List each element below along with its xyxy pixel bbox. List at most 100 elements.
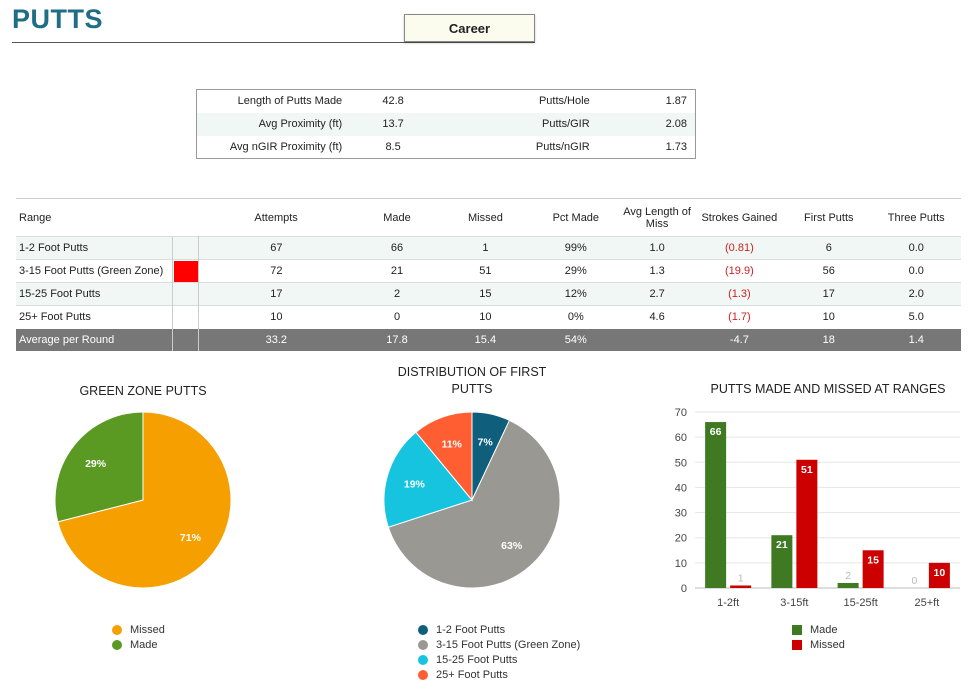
- table-row: 1-2 Foot Putts 67 66 1 99% 1.0 (0.81) 6 0.0: [16, 236, 961, 260]
- range-label: 15-25 Foot Putts: [16, 282, 173, 306]
- table-row: 3-15 Foot Putts (Green Zone) 72 21 51 29% 1.3…: [16, 259, 961, 283]
- cell-three: 0.0: [871, 259, 961, 283]
- summary-value: 13.7: [348, 112, 438, 136]
- cell-sg: -4.7: [692, 328, 787, 351]
- column-header: Pct Made: [530, 198, 622, 237]
- range-color-swatch: [173, 260, 198, 282]
- y-tick-label: 10: [675, 558, 687, 570]
- summary-label: Avg Proximity (ft): [196, 112, 349, 136]
- bar-made-315ft: [771, 535, 793, 588]
- bar-missed-12ft: [730, 585, 752, 588]
- pie-slice-15-25-foot-putts: [383, 431, 473, 528]
- putt-range-table: Range Attempts Made Missed Pct Made Avg Lengt…: [16, 198, 961, 351]
- summary-value: 42.8: [382, 95, 404, 108]
- range-label: Average per Round: [16, 328, 173, 351]
- legend-item: 1-2 Foot Putts: [418, 622, 580, 637]
- title-divider: [12, 42, 535, 43]
- cell-missed: 1: [440, 236, 531, 260]
- average-row: Average per Round 33.2 17.8 15.4 54% -4.7 18 1.…: [16, 328, 961, 351]
- legend-swatch: [112, 624, 122, 635]
- cell-three: 0.0: [871, 236, 961, 260]
- bar-missed-315ft: [796, 459, 818, 588]
- bar-value-label: 2: [845, 570, 851, 582]
- pie-slice-label: 11%: [441, 439, 462, 451]
- range-label: 3-15 Foot Putts (Green Zone): [16, 259, 173, 283]
- table-row: 25+ Foot Putts 10 0 10 0% 4.6 (1.7) 10 5.0: [16, 305, 961, 329]
- cell-made: 66: [353, 236, 441, 260]
- pie-slice-3-15-foot-putts-green-zone: [387, 419, 561, 589]
- cell-attempts: 10: [198, 305, 354, 329]
- cell-three: 2.0: [871, 282, 961, 306]
- legend-item: Made: [112, 637, 165, 652]
- cell-sg: (1.3): [692, 282, 787, 306]
- cell-first: 6: [786, 236, 872, 260]
- pie-slice-label: 7%: [477, 436, 493, 448]
- cell-sg: (19.9): [692, 259, 787, 283]
- cell-missed: 15: [440, 282, 531, 306]
- bar-made-12ft: [705, 422, 727, 588]
- summary-row: Length of Putts Made 42.8 Putts/Hole 1.87: [197, 90, 696, 113]
- cell-made: 2: [353, 282, 441, 306]
- summary-value: 8.5: [385, 140, 401, 153]
- cell-missed: 10: [440, 305, 531, 329]
- column-header: Three Putts: [871, 198, 961, 237]
- pie-slice-25-foot-putts: [415, 411, 473, 502]
- bar-value-label: 21: [776, 539, 788, 551]
- legend-label: 15-25 Foot Putts: [436, 653, 518, 666]
- bar-value-label: 1: [738, 572, 744, 584]
- table-row: 15-25 Foot Putts 17 2 15 12% 2.7 (1.3) 17 2.0: [16, 282, 961, 306]
- cell-missed: 15.4: [440, 328, 531, 351]
- cell-missed: 51: [440, 259, 531, 283]
- period-selector[interactable]: Career: [404, 14, 535, 42]
- summary-value: 1.87: [665, 95, 687, 108]
- pie-slice-missed: [57, 411, 232, 589]
- cell-first: 17: [786, 282, 872, 306]
- summary-label: Putts/nGIR: [535, 140, 590, 153]
- cell-avg-miss: 2.7: [621, 282, 693, 306]
- cell-attempts: 67: [198, 236, 354, 260]
- cell-pct: 99%: [530, 236, 622, 260]
- range-swatch-cell: [171, 328, 200, 351]
- summary-row: Avg nGIR Proximity (ft) 8.5 Putts/nGIR 1.73: [197, 136, 696, 159]
- summary-label: Avg nGIR Proximity (ft): [229, 140, 343, 153]
- column-header: Missed: [440, 198, 531, 237]
- pie-slice-label: 29%: [85, 458, 107, 470]
- legend-label: 3-15 Foot Putts (Green Zone): [436, 638, 581, 651]
- cell-sg: (1.7): [692, 305, 787, 329]
- legend-swatch: [418, 639, 428, 650]
- cell-pct: 29%: [530, 259, 622, 283]
- green-zone-legend: Missed Made: [112, 622, 165, 652]
- x-tick-label: 3-15ft: [780, 597, 808, 609]
- pie-slice-label: 19%: [404, 478, 426, 490]
- legend-item: Made: [792, 622, 845, 637]
- cell-avg-miss: 1.0: [621, 236, 693, 260]
- legend-swatch: [792, 624, 802, 635]
- summary-label: Putts/Hole: [538, 95, 590, 108]
- summary-table: Length of Putts Made 42.8 Putts/Hole 1.87 Av…: [196, 89, 696, 159]
- legend-label: Made: [130, 638, 158, 651]
- page-title: PUTTS: [12, 4, 104, 34]
- legend-label: 25+ Foot Putts: [436, 668, 508, 681]
- legend-swatch: [792, 639, 802, 650]
- bar-made-1525ft: [837, 582, 859, 588]
- made-missed-legend: Made Missed: [792, 622, 845, 652]
- legend-swatch: [112, 639, 122, 650]
- summary-row: Avg Proximity (ft) 13.7 Putts/GIR 2.08: [196, 112, 696, 136]
- range-swatch-cell: [171, 259, 200, 283]
- legend-label: 1-2 Foot Putts: [436, 623, 506, 636]
- pie-slice-made: [54, 411, 144, 523]
- x-tick-label: 15-25ft: [844, 597, 878, 609]
- column-header: Strokes Gained: [692, 198, 787, 237]
- bar-value-label: 0: [911, 575, 917, 587]
- range-swatch-cell: [171, 282, 200, 306]
- range-label: 1-2 Foot Putts: [16, 236, 173, 260]
- cell-three: 5.0: [871, 305, 961, 329]
- x-tick-label: 25+ft: [914, 597, 939, 609]
- summary-value: 1.73: [665, 140, 687, 153]
- cell-avg-miss: 4.6: [621, 305, 693, 329]
- range-swatch-cell: [171, 236, 200, 260]
- bar-value-label: 51: [801, 464, 813, 476]
- cell-attempts: 17: [198, 282, 354, 306]
- x-tick-label: 1-2ft: [717, 597, 739, 609]
- column-header: Avg Length of Miss: [621, 198, 693, 237]
